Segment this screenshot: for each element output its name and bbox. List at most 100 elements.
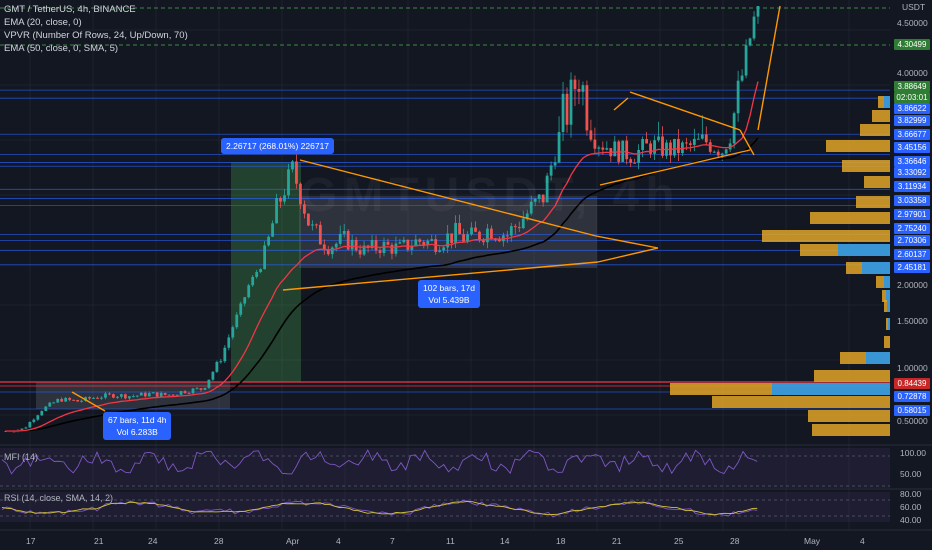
- candle-body: [398, 242, 402, 244]
- candle-body: [306, 213, 310, 226]
- candle-body: [84, 397, 87, 401]
- candle-body: [378, 250, 382, 254]
- rsi-label[interactable]: RSI (14, close, SMA, 14, 2): [4, 493, 114, 503]
- candle-body: [255, 272, 259, 277]
- time-axis-tick: 4: [860, 536, 865, 546]
- candle-body: [748, 38, 752, 46]
- price-tag-green: 02:03:01: [894, 92, 930, 103]
- candle-body: [605, 148, 609, 150]
- candle-body: [56, 398, 60, 403]
- trendline: [629, 91, 741, 131]
- candle-body: [104, 393, 107, 398]
- candle-body: [127, 396, 131, 399]
- candle-body: [744, 45, 748, 76]
- candle-body: [486, 228, 489, 243]
- candle-body: [243, 297, 247, 304]
- candle-body: [374, 240, 378, 251]
- candle-body: [637, 149, 641, 163]
- candle-body: [338, 233, 342, 244]
- candle-body: [418, 239, 422, 242]
- candle-body: [88, 397, 91, 399]
- candle-body: [438, 250, 442, 252]
- candle-body: [462, 234, 465, 242]
- candle-body: [239, 303, 243, 315]
- volume-profile-bar: [762, 230, 890, 242]
- trendline: [71, 391, 106, 412]
- candle-body: [497, 239, 501, 242]
- time-axis-tick: 17: [26, 536, 36, 546]
- candle-body: [235, 314, 239, 328]
- legend-ema50[interactable]: EMA (50, close, 0, SMA, 5): [4, 43, 119, 54]
- candle-body: [653, 140, 656, 154]
- candle-body: [60, 398, 64, 402]
- legend-ema20[interactable]: EMA (20, close, 0): [4, 17, 82, 28]
- mfi-label[interactable]: MFI (14): [4, 452, 39, 462]
- time-axis-tick: 21: [94, 536, 104, 546]
- rsi-axis-tick: 60.00: [900, 502, 922, 512]
- candle-body: [199, 388, 203, 390]
- candle-body: [64, 397, 68, 402]
- indicator-panes: [0, 444, 932, 531]
- candle-body: [724, 149, 728, 154]
- watermark: GMTUSDT, 4h: [300, 168, 681, 223]
- candle-body: [139, 392, 143, 396]
- price-tag-blue: 3.33092: [894, 167, 930, 178]
- candle-body: [645, 139, 648, 144]
- candle-body: [450, 233, 454, 244]
- price-tag-blue: 0.58015: [894, 405, 930, 416]
- candle-body: [215, 361, 219, 372]
- price-axis-tick: 1.50000: [897, 316, 928, 326]
- candle-body: [681, 142, 684, 154]
- candle-body: [279, 198, 282, 202]
- range-callout[interactable]: 2.26717 (268.01%) 226717: [221, 138, 335, 154]
- volume-profile-bar: [860, 124, 890, 136]
- rsi-axis-tick: 40.00: [900, 515, 922, 525]
- candle-body: [318, 224, 322, 245]
- mfi-pane-band: [0, 448, 890, 488]
- candle-body: [207, 379, 211, 388]
- candle-body: [123, 394, 127, 399]
- candle-body: [641, 139, 645, 150]
- volume-profile-bar: [884, 336, 890, 348]
- candle-body: [362, 245, 366, 255]
- candle-body: [295, 161, 298, 184]
- candle-body: [589, 130, 593, 140]
- trendline: [595, 235, 659, 249]
- candle-body: [143, 392, 147, 397]
- candle-body: [561, 93, 565, 133]
- candle-body: [342, 231, 346, 234]
- price-tag-blue: 2.75240: [894, 223, 930, 234]
- legend-vpvr[interactable]: VPVR (Number Of Rows, 24, Up/Down, 70): [4, 30, 188, 41]
- candle-body: [625, 140, 629, 160]
- candle-body: [673, 138, 676, 156]
- price-axis-tick: 1.00000: [897, 363, 928, 373]
- volume-profile-bar: [864, 176, 890, 188]
- candle-body: [458, 222, 461, 235]
- legend-symbol[interactable]: GMT / TetherUS, 4h, BINANCE: [4, 4, 136, 15]
- candle-body: [557, 132, 561, 163]
- volume-profile-bar: [866, 352, 890, 364]
- price-tag-blue: 3.82999: [894, 115, 930, 126]
- candle-body: [28, 421, 32, 428]
- candle-body: [40, 410, 44, 416]
- candle-body: [613, 141, 617, 157]
- price-tag-blue: 3.36646: [894, 156, 930, 167]
- bars-callout-mid[interactable]: 102 bars, 17d Vol 5.439B: [418, 280, 480, 308]
- candle-body: [326, 249, 330, 255]
- candle-body: [521, 218, 525, 229]
- candle-body: [704, 134, 708, 143]
- candle-body: [211, 371, 215, 380]
- price-tag-blue: 3.03358: [894, 195, 930, 206]
- candle-body: [720, 153, 724, 156]
- bars-callout-left[interactable]: 67 bars, 11d 4h Vol 6.283B: [103, 412, 172, 440]
- candle-body: [446, 233, 450, 248]
- candle-body: [617, 141, 621, 162]
- volume-profile-bar: [862, 262, 890, 274]
- time-axis-tick: 11: [446, 536, 455, 546]
- time-axis-tick: 14: [500, 536, 510, 546]
- volume-profile-bar: [810, 212, 890, 224]
- candle-body: [346, 231, 350, 250]
- candle-body: [247, 285, 251, 298]
- candle-body: [509, 226, 513, 236]
